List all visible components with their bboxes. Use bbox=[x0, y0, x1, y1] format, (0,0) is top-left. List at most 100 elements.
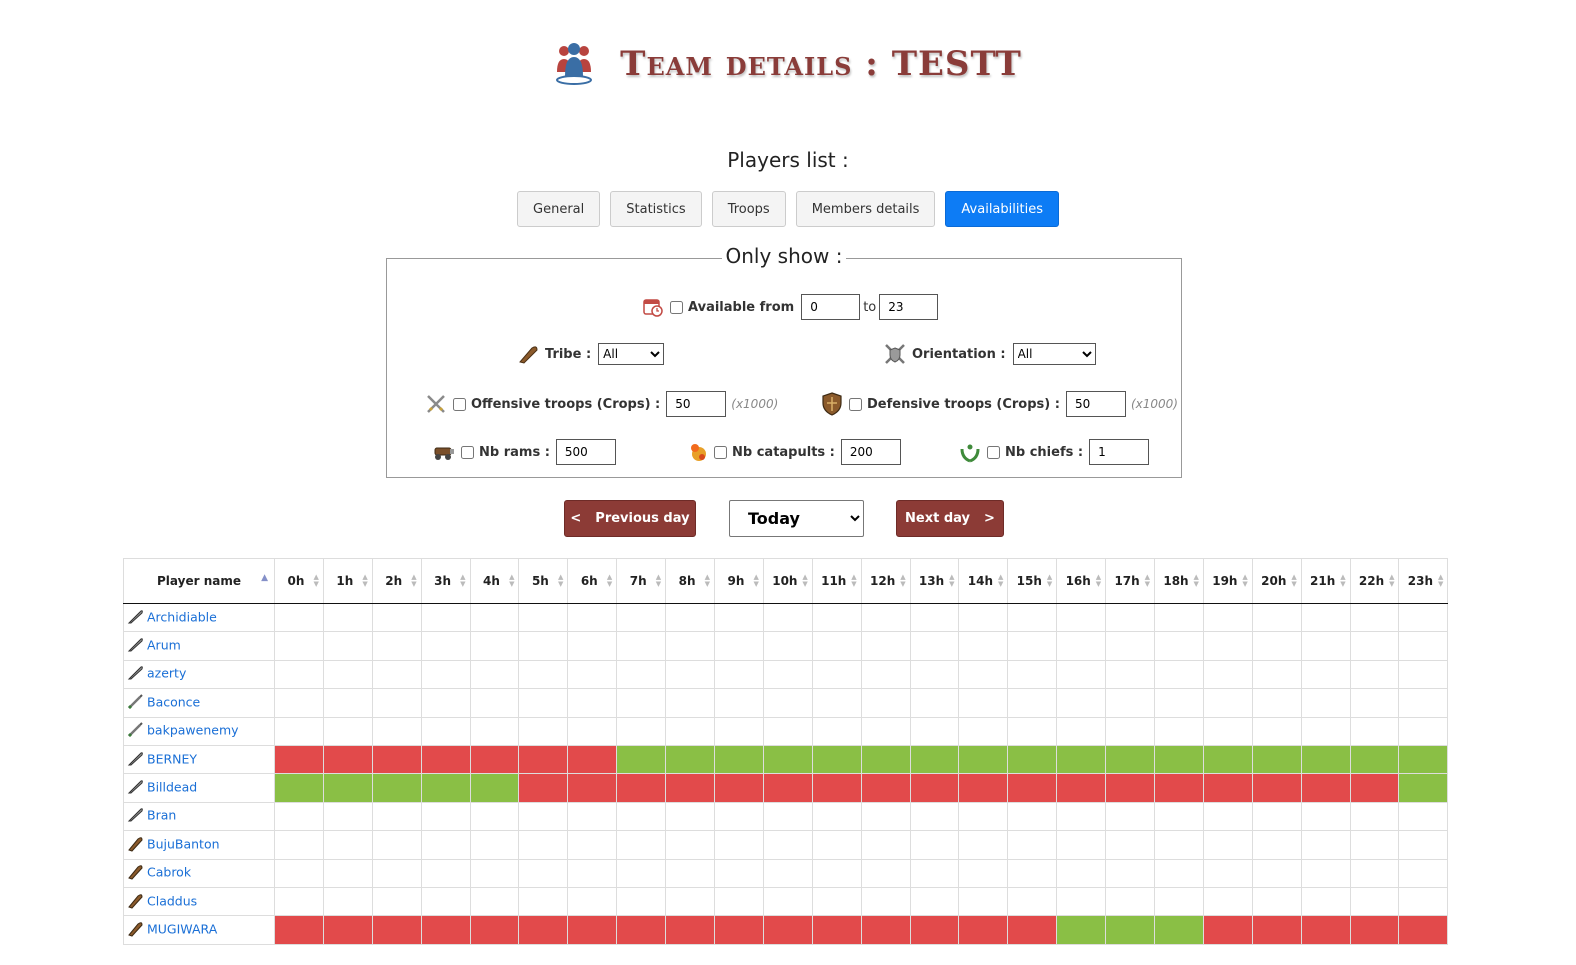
offensive-checkbox[interactable] bbox=[453, 397, 466, 411]
player-link[interactable]: BERNEY bbox=[147, 751, 198, 767]
player-link[interactable]: Cabrok bbox=[147, 864, 192, 880]
empty-slot bbox=[1007, 688, 1058, 718]
player-link[interactable]: MUGIWARA bbox=[147, 921, 218, 937]
empty-slot bbox=[811, 886, 862, 917]
sort-icon: ▲ ▼ bbox=[997, 573, 1004, 588]
empty-slot bbox=[274, 830, 324, 860]
hour-header[interactable]: 8h ▲ ▼ bbox=[665, 558, 716, 604]
tab-troops[interactable]: Troops bbox=[711, 191, 786, 227]
empty-slot bbox=[714, 858, 764, 888]
tab-members-details[interactable]: Members details bbox=[795, 191, 936, 227]
sort-icon: ▲ ▼ bbox=[851, 573, 857, 588]
orientation-select[interactable]: All bbox=[1012, 343, 1096, 365]
tab-statistics[interactable]: Statistics bbox=[610, 191, 702, 227]
available-from-input[interactable] bbox=[801, 294, 861, 320]
hour-header[interactable]: 3h ▲ ▼ bbox=[420, 558, 471, 604]
catapults-checkbox[interactable] bbox=[714, 445, 727, 459]
empty-slot bbox=[518, 631, 569, 661]
hour-header[interactable]: 4h ▲ ▼ bbox=[469, 558, 520, 604]
player-link[interactable]: azerty bbox=[147, 665, 187, 681]
previous-day-button[interactable]: < Previous day bbox=[564, 500, 696, 537]
defensive-checkbox[interactable] bbox=[849, 397, 862, 411]
defensive-input[interactable] bbox=[1065, 391, 1126, 417]
empty-slot bbox=[1056, 602, 1107, 633]
defensive-filter-row: Defensive troops (Crops) : (x1000) bbox=[821, 391, 1178, 417]
hour-header[interactable]: 10h ▲ ▼ bbox=[762, 558, 813, 604]
offensive-input[interactable] bbox=[666, 391, 727, 417]
tribe-select[interactable]: All bbox=[598, 343, 665, 365]
empty-slot bbox=[469, 716, 520, 746]
empty-slot bbox=[469, 858, 520, 888]
hour-header-label: 13h bbox=[918, 574, 945, 588]
hour-header[interactable]: 6h ▲ ▼ bbox=[567, 558, 618, 604]
hour-header[interactable]: 12h ▲ ▼ bbox=[860, 558, 911, 604]
catapults-input[interactable] bbox=[840, 439, 901, 465]
sort-icon: ▲ ▼ bbox=[313, 573, 319, 588]
hour-header[interactable]: 17h ▲ ▼ bbox=[1105, 558, 1156, 604]
tab-general[interactable]: General bbox=[517, 191, 601, 227]
rams-checkbox[interactable] bbox=[461, 445, 474, 459]
unavailable-slot bbox=[958, 773, 1009, 803]
empty-slot bbox=[420, 659, 471, 690]
empty-slot bbox=[1398, 688, 1449, 718]
hour-header[interactable]: 15h ▲ ▼ bbox=[1007, 558, 1058, 604]
chiefs-checkbox[interactable] bbox=[987, 445, 1000, 459]
hour-header[interactable]: 14h ▲ ▼ bbox=[958, 558, 1009, 604]
empty-slot bbox=[1398, 659, 1449, 690]
hour-header[interactable]: 7h ▲ ▼ bbox=[616, 558, 667, 604]
hour-header[interactable]: 1h ▲ ▼ bbox=[322, 558, 373, 604]
next-day-button[interactable]: Next day > bbox=[896, 500, 1004, 537]
available-slot bbox=[860, 744, 911, 775]
unavailable-slot bbox=[1251, 915, 1302, 945]
player-link[interactable]: Bran bbox=[147, 807, 177, 823]
tab-availabilities[interactable]: Availabilities bbox=[945, 191, 1059, 227]
day-select[interactable]: Today bbox=[729, 500, 864, 537]
empty-slot bbox=[860, 886, 911, 917]
available-slot bbox=[420, 773, 471, 803]
hour-header[interactable]: 2h ▲ ▼ bbox=[371, 558, 422, 604]
player-name-header[interactable]: Player name ▲ bbox=[123, 558, 275, 604]
empty-slot bbox=[958, 830, 1009, 860]
empty-slot bbox=[518, 801, 569, 832]
hour-header[interactable]: 20h ▲ ▼ bbox=[1251, 558, 1302, 604]
empty-slot bbox=[958, 688, 1009, 718]
filter-legend: Only show : bbox=[722, 244, 846, 272]
empty-slot bbox=[469, 830, 520, 860]
previous-day-label: Previous day bbox=[595, 511, 690, 526]
hour-header[interactable]: 5h ▲ ▼ bbox=[518, 558, 569, 604]
hour-header[interactable]: 19h ▲ ▼ bbox=[1202, 558, 1253, 604]
available-checkbox[interactable] bbox=[670, 300, 683, 314]
player-link[interactable]: Arum bbox=[147, 637, 181, 653]
empty-slot bbox=[909, 716, 960, 746]
empty-slot bbox=[1300, 716, 1351, 746]
hour-header[interactable]: 23h ▲ ▼ bbox=[1398, 558, 1449, 604]
player-link[interactable]: Billdead bbox=[147, 779, 198, 795]
empty-slot bbox=[1349, 716, 1400, 746]
hour-header[interactable]: 18h ▲ ▼ bbox=[1154, 558, 1204, 604]
available-slot bbox=[322, 773, 373, 803]
player-link[interactable]: Archidiable bbox=[147, 609, 217, 625]
player-link[interactable]: BujuBanton bbox=[147, 836, 220, 852]
sort-icon: ▲ ▼ bbox=[1193, 573, 1199, 588]
hour-header[interactable]: 0h ▲ ▼ bbox=[274, 558, 324, 604]
hour-header[interactable]: 16h ▲ ▼ bbox=[1056, 558, 1107, 604]
player-link[interactable]: Claddus bbox=[147, 893, 198, 909]
chiefs-input[interactable] bbox=[1089, 439, 1150, 465]
empty-slot bbox=[860, 801, 911, 832]
empty-slot bbox=[371, 688, 422, 718]
player-link[interactable]: bakpawenemy bbox=[147, 722, 239, 738]
hour-header[interactable]: 22h ▲ ▼ bbox=[1349, 558, 1400, 604]
hour-header[interactable]: 11h ▲ ▼ bbox=[811, 558, 862, 604]
hour-header[interactable]: 21h ▲ ▼ bbox=[1300, 558, 1351, 604]
available-to-input[interactable] bbox=[879, 294, 939, 320]
hour-header[interactable]: 13h ▲ ▼ bbox=[909, 558, 960, 604]
rams-input[interactable] bbox=[555, 439, 616, 465]
table-row: BERNEY bbox=[123, 744, 1449, 775]
player-link[interactable]: Baconce bbox=[147, 694, 201, 710]
empty-slot bbox=[1251, 858, 1302, 888]
empty-slot bbox=[811, 602, 862, 633]
unavailable-slot bbox=[274, 915, 324, 945]
empty-slot bbox=[860, 858, 911, 888]
unavailable-slot bbox=[371, 915, 422, 945]
hour-header[interactable]: 9h ▲ ▼ bbox=[714, 558, 764, 604]
